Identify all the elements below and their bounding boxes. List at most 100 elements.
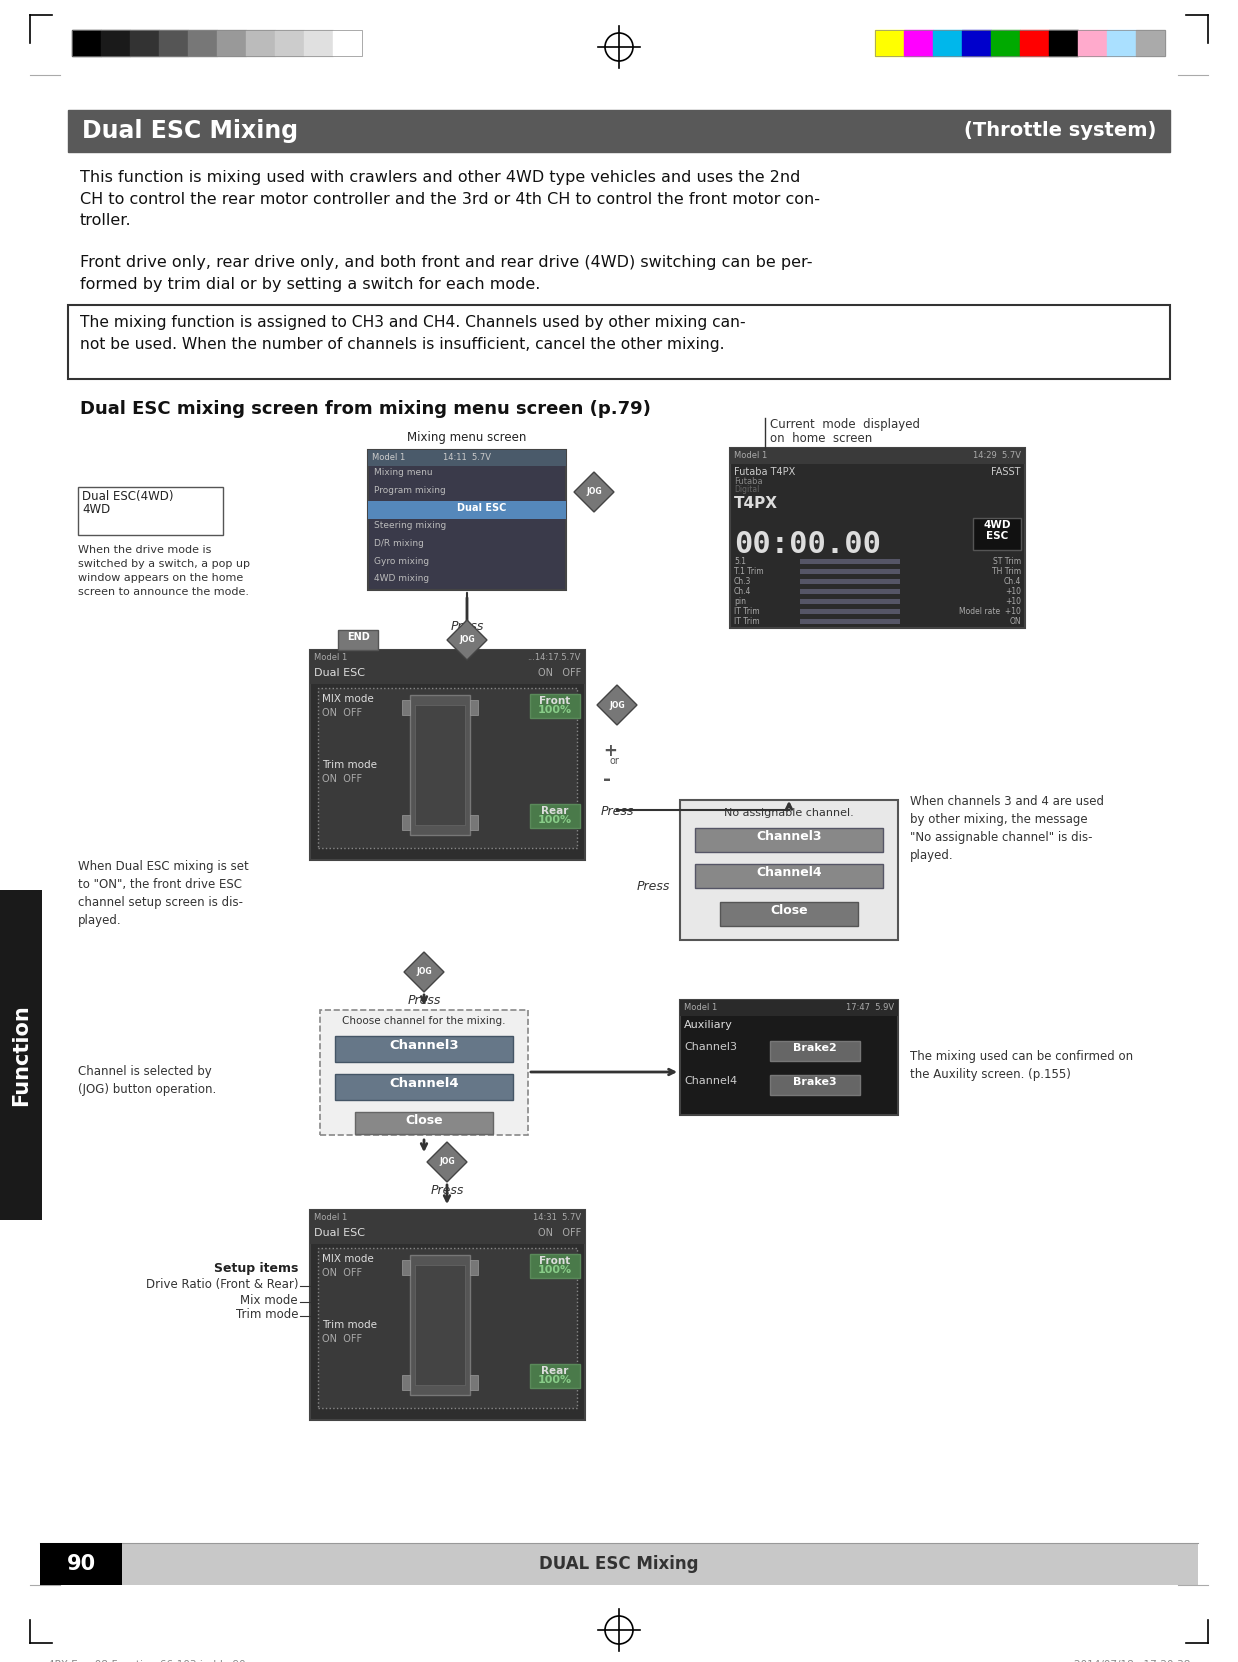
Text: Dual ESC: Dual ESC	[457, 504, 506, 514]
Text: Dual ESC: Dual ESC	[314, 1228, 365, 1238]
Text: Trim mode: Trim mode	[235, 1308, 298, 1321]
Bar	[800, 558, 900, 563]
Text: D/R mixing: D/R mixing	[374, 538, 423, 548]
Text: 4WD: 4WD	[82, 504, 110, 515]
Text: JOG: JOG	[586, 487, 602, 497]
Bar	[338, 630, 378, 650]
Bar	[72, 30, 361, 57]
Bar	[1020, 30, 1049, 57]
Text: Model 1: Model 1	[314, 653, 347, 661]
Text: Ch.3: Ch.3	[734, 577, 751, 587]
Bar	[800, 588, 900, 593]
Text: When the drive mode is
switched by a switch, a pop up
window appears on the home: When the drive mode is switched by a swi…	[78, 545, 250, 597]
Text: 100%: 100%	[539, 705, 572, 715]
Text: pin: pin	[734, 597, 747, 607]
Text: Rear: Rear	[541, 806, 568, 816]
Text: T4PX: T4PX	[734, 495, 777, 510]
Text: +10: +10	[1005, 597, 1021, 607]
Text: Channel4: Channel4	[685, 1075, 737, 1085]
Text: MIX mode: MIX mode	[322, 1255, 374, 1265]
Text: MIX mode: MIX mode	[322, 695, 374, 705]
Bar	[275, 30, 305, 57]
Bar	[1136, 30, 1165, 57]
Text: on  home  screen: on home screen	[770, 432, 873, 445]
Text: JOG: JOG	[459, 635, 475, 645]
Text: +: +	[603, 741, 617, 760]
Text: ESC: ESC	[985, 530, 1008, 542]
Bar	[530, 1365, 579, 1388]
Bar	[319, 1010, 527, 1135]
Bar	[770, 1075, 860, 1095]
Text: 100%: 100%	[539, 1374, 572, 1384]
Bar	[1049, 30, 1078, 57]
Bar	[933, 30, 962, 57]
Text: ON  OFF: ON OFF	[322, 708, 363, 718]
Text: END: END	[347, 632, 369, 642]
Text: 2014/07/18   17:20:38: 2014/07/18 17:20:38	[1073, 1660, 1190, 1662]
Bar	[875, 30, 1165, 57]
Bar	[415, 705, 465, 824]
Text: Function: Function	[11, 1004, 31, 1105]
Text: Channel3: Channel3	[756, 829, 822, 843]
Text: Trim mode: Trim mode	[322, 760, 378, 770]
Text: Dual ESC: Dual ESC	[314, 668, 365, 678]
Bar	[680, 1001, 898, 1115]
Bar	[470, 814, 478, 829]
Text: ON: ON	[1009, 617, 1021, 627]
Bar	[310, 650, 586, 666]
Bar	[102, 30, 130, 57]
Text: Model 1: Model 1	[371, 454, 405, 462]
Bar	[730, 449, 1025, 464]
Text: Model 1: Model 1	[685, 1002, 717, 1012]
Text: Trim mode: Trim mode	[322, 1320, 378, 1330]
Bar	[402, 814, 410, 829]
Bar	[310, 1210, 586, 1227]
Bar	[730, 449, 1025, 628]
Text: Setup items: Setup items	[214, 1261, 298, 1275]
Bar	[333, 30, 361, 57]
Text: Front: Front	[540, 1256, 571, 1266]
Text: IT Trim: IT Trim	[734, 617, 760, 627]
Text: JOG: JOG	[416, 967, 432, 977]
Text: Channel3: Channel3	[389, 1039, 459, 1052]
Bar	[415, 1265, 465, 1384]
Polygon shape	[447, 620, 487, 660]
Text: Model 1: Model 1	[734, 450, 768, 460]
Bar	[695, 828, 883, 853]
Bar	[1078, 30, 1107, 57]
Text: Channel3: Channel3	[685, 1042, 737, 1052]
Text: Channel is selected by
(JOG) button operation.: Channel is selected by (JOG) button oper…	[78, 1065, 217, 1095]
Text: Close: Close	[405, 1114, 443, 1127]
Text: Ch.4: Ch.4	[1004, 577, 1021, 587]
Bar	[0, 889, 42, 1220]
Bar	[310, 1227, 586, 1243]
Bar	[158, 30, 188, 57]
Bar	[130, 30, 158, 57]
Bar	[410, 695, 470, 834]
Text: 100%: 100%	[539, 1265, 572, 1275]
Bar	[990, 30, 1020, 57]
Text: Auxiliary: Auxiliary	[685, 1020, 733, 1030]
Text: 14:31  5.7V: 14:31 5.7V	[532, 1213, 581, 1222]
Text: ...14:17.5.7V: ...14:17.5.7V	[527, 653, 581, 661]
Bar	[217, 30, 246, 57]
Text: The mixing used can be confirmed on
the Auxility screen. (p.155): The mixing used can be confirmed on the …	[910, 1050, 1133, 1080]
Polygon shape	[597, 685, 638, 725]
Text: IT Trim: IT Trim	[734, 607, 760, 617]
Text: T.1 Trim: T.1 Trim	[734, 567, 764, 577]
Text: Mix mode: Mix mode	[240, 1295, 298, 1306]
Text: Choose channel for the mixing.: Choose channel for the mixing.	[342, 1015, 506, 1025]
Bar	[530, 804, 579, 828]
Text: ON   OFF: ON OFF	[537, 1228, 581, 1238]
Bar	[402, 1374, 410, 1389]
Text: +10: +10	[1005, 587, 1021, 597]
Text: JOG: JOG	[439, 1157, 454, 1167]
Text: 90: 90	[67, 1554, 95, 1574]
Text: Press: Press	[431, 1183, 464, 1197]
Bar	[770, 1040, 860, 1060]
Text: or: or	[609, 756, 619, 766]
Text: Front drive only, rear drive only, and both front and rear drive (4WD) switching: Front drive only, rear drive only, and b…	[80, 254, 812, 291]
Bar	[68, 306, 1170, 379]
Bar	[310, 650, 586, 859]
Text: Mixing menu screen: Mixing menu screen	[407, 430, 526, 444]
